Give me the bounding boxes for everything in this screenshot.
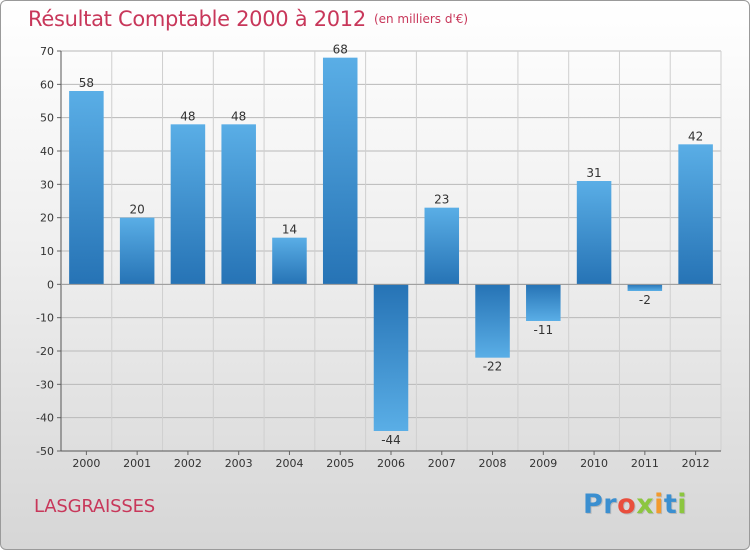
bar-2006	[373, 284, 409, 431]
y-tick-label: 70	[40, 45, 54, 58]
value-label-2008: -22	[483, 360, 503, 374]
logo-letter: P	[583, 489, 604, 520]
value-label-2006: -44	[381, 433, 401, 447]
value-label-2007: 23	[434, 193, 449, 207]
bar-2002	[170, 124, 206, 285]
y-tick-label: 20	[40, 212, 54, 225]
logo-letter: i	[677, 489, 688, 520]
value-label-2012: 42	[688, 129, 703, 143]
value-label-2003: 48	[231, 109, 246, 123]
commune-name: LASGRAISSES	[34, 496, 155, 517]
bar-2001	[119, 217, 155, 285]
value-label-2005: 68	[333, 43, 348, 57]
bar-2009	[526, 284, 561, 321]
bar-2004	[272, 237, 307, 285]
y-tick-label: 30	[40, 178, 54, 191]
y-tick-label: 60	[40, 78, 54, 91]
bar-2008	[475, 284, 510, 358]
value-label-2002: 48	[180, 109, 195, 123]
value-label-2001: 20	[130, 203, 145, 217]
x-tick-label-2003: 2003	[225, 457, 253, 470]
bar-2005	[322, 57, 358, 285]
x-tick-label-2006: 2006	[377, 457, 405, 470]
proxiti-logo[interactable]: Proxiti	[583, 489, 687, 520]
x-tick-label-2009: 2009	[529, 457, 557, 470]
x-tick-label-2004: 2004	[275, 457, 303, 470]
x-tick-label-2005: 2005	[326, 457, 354, 470]
value-label-2010: 31	[586, 166, 601, 180]
bar-2007	[424, 207, 460, 285]
value-label-2009: -11	[534, 323, 554, 337]
chart-subtitle: (en milliers d'€)	[373, 12, 469, 26]
value-label-2011: -2	[639, 293, 651, 307]
logo-letter: i	[654, 489, 664, 520]
y-tick-label: -30	[36, 378, 54, 391]
x-tick-label-2002: 2002	[174, 457, 202, 470]
y-tick-label: -40	[36, 412, 54, 425]
y-tick-label: -50	[36, 445, 54, 458]
chart-title-text: Résultat Comptable 2000 à 2012	[28, 7, 366, 31]
y-tick-label: -20	[36, 345, 54, 358]
logo-letter: o	[617, 489, 637, 520]
y-tick-label: 0	[47, 278, 54, 291]
bar-2010	[576, 181, 612, 285]
y-tick-label: -10	[36, 312, 54, 325]
logo-letter: r	[603, 489, 618, 520]
x-tick-label-2011: 2011	[631, 457, 659, 470]
logo-letter: t	[663, 489, 678, 520]
bar-2003	[221, 124, 256, 285]
x-tick-label-2012: 2012	[682, 457, 710, 470]
x-tick-label-2000: 2000	[72, 457, 100, 470]
bar-2012	[678, 144, 713, 285]
y-tick-label: 40	[40, 145, 54, 158]
x-tick-label-2007: 2007	[428, 457, 456, 470]
x-tick-label-2010: 2010	[580, 457, 608, 470]
x-tick-label-2001: 2001	[123, 457, 151, 470]
value-label-2004: 14	[282, 223, 297, 237]
logo-letter: x	[636, 489, 655, 520]
chart-title: Résultat Comptable 2000 à 2012 (en millie…	[28, 7, 468, 31]
value-label-2000: 58	[79, 76, 94, 90]
bar-2000	[69, 91, 104, 285]
y-tick-label: 50	[40, 112, 54, 125]
x-tick-label-2008: 2008	[479, 457, 507, 470]
y-tick-label: 10	[40, 245, 54, 258]
bar-2011	[627, 284, 663, 291]
